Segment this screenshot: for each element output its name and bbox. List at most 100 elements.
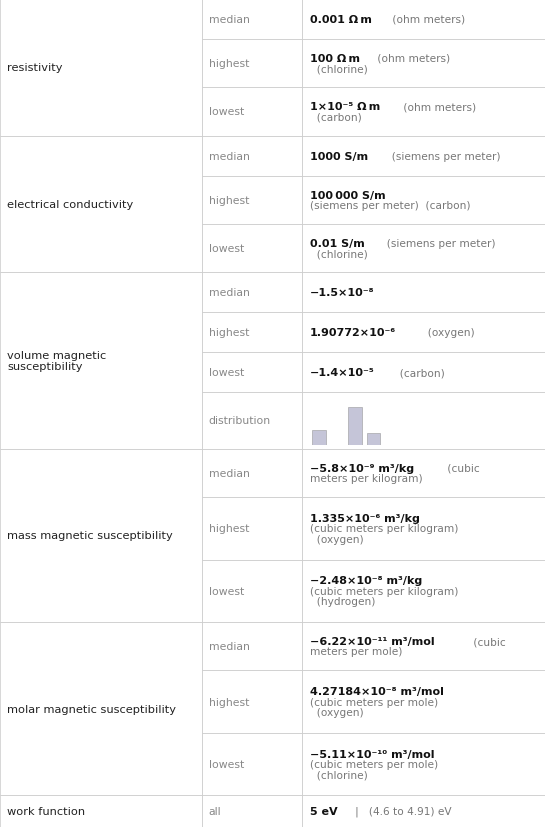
Bar <box>302 88 545 136</box>
Bar <box>202 560 302 623</box>
Text: −5.11×10⁻¹⁰ m³/mol: −5.11×10⁻¹⁰ m³/mol <box>310 749 434 759</box>
Text: (chlorine): (chlorine) <box>310 65 367 74</box>
Text: (siemens per meter): (siemens per meter) <box>380 239 496 249</box>
Bar <box>202 40 302 88</box>
Text: lowest: lowest <box>209 759 244 769</box>
Bar <box>202 796 302 827</box>
Text: 100 Ω m: 100 Ω m <box>310 54 360 64</box>
Bar <box>302 0 545 40</box>
Text: (oxygen): (oxygen) <box>310 707 363 717</box>
Text: (hydrogen): (hydrogen) <box>310 596 375 606</box>
Text: molar magnetic susceptibility: molar magnetic susceptibility <box>7 704 176 714</box>
Text: (cubic meters per mole): (cubic meters per mole) <box>310 759 438 769</box>
Bar <box>302 393 545 449</box>
Bar <box>302 353 545 393</box>
Text: resistivity: resistivity <box>7 63 63 74</box>
Text: lowest: lowest <box>209 368 244 378</box>
Text: meters per kilogram): meters per kilogram) <box>310 474 422 484</box>
Bar <box>302 733 545 796</box>
Bar <box>302 498 545 560</box>
Text: (ohm meters): (ohm meters) <box>389 15 465 25</box>
Text: |   (4.6 to 4.91) eV: | (4.6 to 4.91) eV <box>345 806 452 816</box>
Bar <box>302 560 545 623</box>
Text: −1.4×10⁻⁵: −1.4×10⁻⁵ <box>310 368 374 378</box>
Text: 1.90772×10⁻⁶: 1.90772×10⁻⁶ <box>310 327 396 337</box>
Text: electrical conductivity: electrical conductivity <box>7 199 134 210</box>
Text: 100 000 S/m: 100 000 S/m <box>310 190 385 200</box>
Text: (siemens per meter)  (carbon): (siemens per meter) (carbon) <box>310 201 470 211</box>
Text: all: all <box>209 806 221 816</box>
Bar <box>302 176 545 225</box>
Text: 4.27184×10⁻⁸ m³/mol: 4.27184×10⁻⁸ m³/mol <box>310 686 444 696</box>
Text: (chlorine): (chlorine) <box>310 249 367 259</box>
Text: (cubic meters per kilogram): (cubic meters per kilogram) <box>310 586 458 596</box>
Text: highest: highest <box>209 195 249 205</box>
Text: median: median <box>209 642 250 652</box>
Bar <box>202 176 302 225</box>
Bar <box>0 0 202 136</box>
Text: (carbon): (carbon) <box>393 368 445 378</box>
Bar <box>202 393 302 449</box>
Bar <box>0 136 202 273</box>
Text: (siemens per meter): (siemens per meter) <box>385 151 500 161</box>
Bar <box>0 449 202 623</box>
Bar <box>202 273 302 313</box>
Text: (cubic meters per mole): (cubic meters per mole) <box>310 697 438 707</box>
Text: −2.48×10⁻⁸ m³/kg: −2.48×10⁻⁸ m³/kg <box>310 576 422 586</box>
Bar <box>202 671 302 733</box>
Text: median: median <box>209 288 250 298</box>
Bar <box>202 88 302 136</box>
Bar <box>202 0 302 40</box>
Bar <box>202 449 302 498</box>
Text: (ohm meters): (ohm meters) <box>400 103 476 112</box>
Text: median: median <box>209 15 250 25</box>
Text: highest: highest <box>209 523 249 533</box>
Bar <box>302 671 545 733</box>
Text: lowest: lowest <box>209 586 244 596</box>
Text: lowest: lowest <box>209 108 244 117</box>
Bar <box>202 498 302 560</box>
Text: highest: highest <box>209 59 249 69</box>
Bar <box>202 623 302 671</box>
Bar <box>302 313 545 353</box>
Text: meters per mole): meters per mole) <box>310 647 402 657</box>
Text: (oxygen): (oxygen) <box>310 534 363 544</box>
Bar <box>302 225 545 273</box>
Text: (cubic: (cubic <box>444 463 480 473</box>
Bar <box>202 313 302 353</box>
Text: median: median <box>209 468 250 478</box>
Text: volume magnetic
susceptibility: volume magnetic susceptibility <box>7 351 106 372</box>
Bar <box>302 796 545 827</box>
Text: lowest: lowest <box>209 244 244 254</box>
Text: 1000 S/m: 1000 S/m <box>310 151 368 161</box>
Bar <box>202 225 302 273</box>
Text: (ohm meters): (ohm meters) <box>374 54 450 64</box>
Bar <box>202 353 302 393</box>
Text: −5.8×10⁻⁹ m³/kg: −5.8×10⁻⁹ m³/kg <box>310 463 414 473</box>
Text: highest: highest <box>209 327 249 337</box>
Text: 5 eV: 5 eV <box>310 806 337 816</box>
Bar <box>0 796 202 827</box>
Text: median: median <box>209 151 250 161</box>
Text: −1.5×10⁻⁸: −1.5×10⁻⁸ <box>310 288 374 298</box>
Text: distribution: distribution <box>209 416 271 426</box>
Bar <box>202 136 302 176</box>
Bar <box>302 40 545 88</box>
Bar <box>302 136 545 176</box>
Bar <box>302 623 545 671</box>
Text: mass magnetic susceptibility: mass magnetic susceptibility <box>7 531 173 541</box>
Text: (carbon): (carbon) <box>310 112 361 122</box>
Text: (cubic: (cubic <box>470 636 506 646</box>
Text: (cubic meters per kilogram): (cubic meters per kilogram) <box>310 523 458 533</box>
Text: 0.001 Ω m: 0.001 Ω m <box>310 15 372 25</box>
Text: (chlorine): (chlorine) <box>310 770 367 780</box>
Text: 1×10⁻⁵ Ω m: 1×10⁻⁵ Ω m <box>310 103 380 112</box>
Bar <box>0 273 202 449</box>
Text: work function: work function <box>7 806 85 816</box>
Text: 0.01 S/m: 0.01 S/m <box>310 239 364 249</box>
Text: highest: highest <box>209 697 249 707</box>
Text: 1.335×10⁻⁶ m³/kg: 1.335×10⁻⁶ m³/kg <box>310 514 420 523</box>
Bar <box>202 733 302 796</box>
Bar <box>0 623 202 796</box>
Bar <box>302 273 545 313</box>
